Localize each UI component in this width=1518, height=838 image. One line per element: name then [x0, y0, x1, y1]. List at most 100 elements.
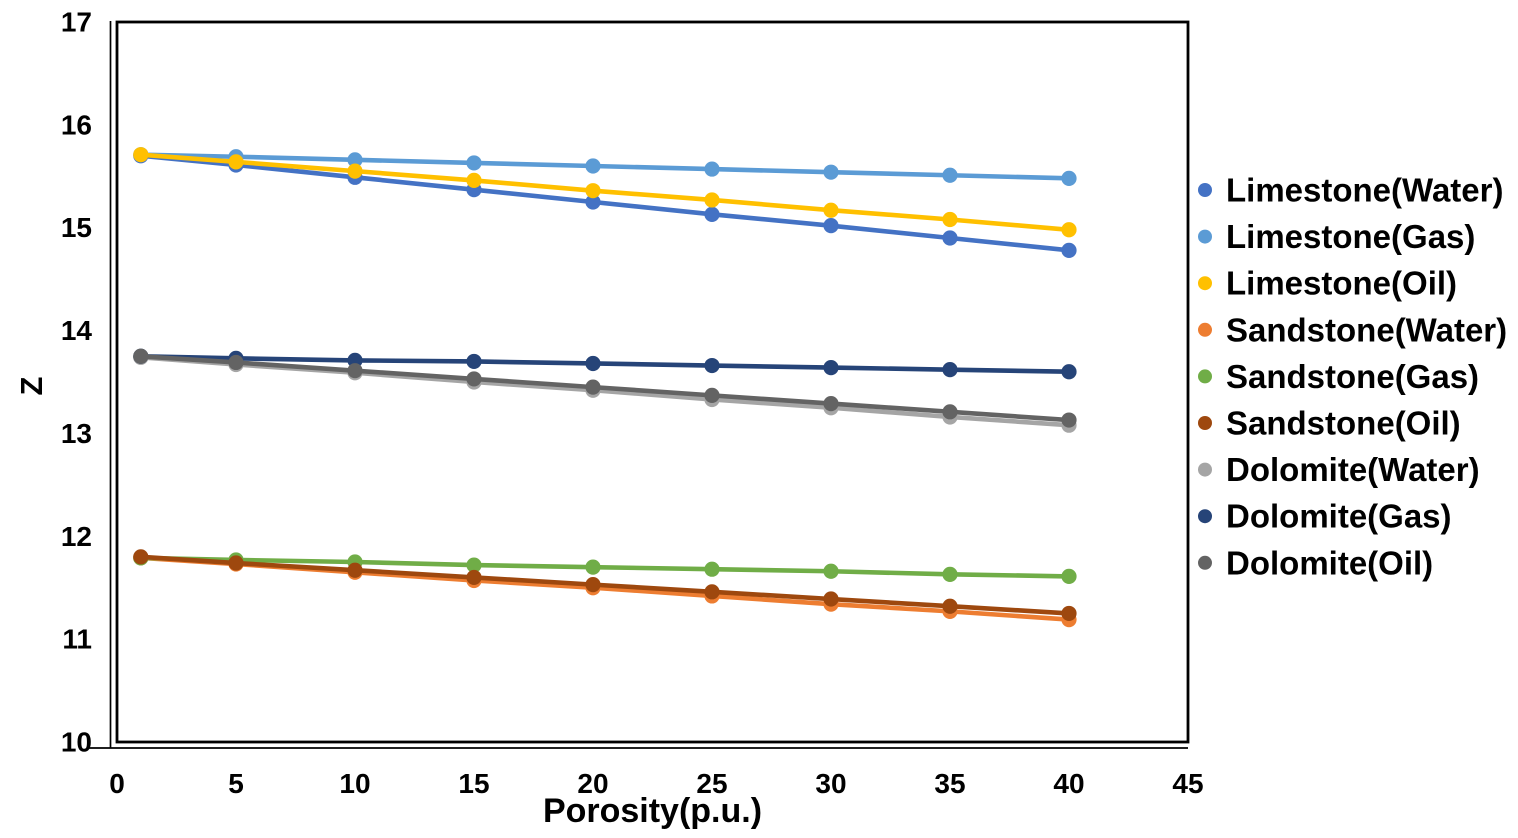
legend-item-dolomite-oil: Dolomite(Oil): [1198, 544, 1433, 581]
y-tick-label: 14: [61, 315, 93, 346]
data-point-limestone-oil: [466, 172, 482, 188]
data-point-dolomite-oil: [347, 363, 363, 379]
data-point-sandstone-oil: [1061, 605, 1077, 622]
y-tick-label: 12: [61, 521, 92, 552]
y-axis-title: Z: [14, 376, 49, 396]
legend-item-dolomite-water: Dolomite(Water): [1198, 451, 1480, 488]
x-tick-label: 40: [1053, 768, 1084, 799]
data-point-limestone-water: [704, 206, 720, 222]
data-point-dolomite-oil: [585, 379, 601, 395]
data-point-sandstone-gas: [704, 561, 720, 577]
data-point-dolomite-gas: [823, 360, 839, 376]
legend-label-limestone-water: Limestone(Water): [1226, 172, 1503, 209]
data-point-sandstone-gas: [466, 557, 482, 573]
data-point-sandstone-gas: [823, 563, 839, 579]
series-dolomite-oil: [133, 348, 1077, 428]
y-tick-label: 17: [61, 7, 92, 38]
x-tick-label: 0: [109, 768, 125, 799]
data-point-limestone-gas: [466, 155, 482, 171]
series-line-limestone-water: [138, 153, 1072, 253]
legend-label-dolomite-water: Dolomite(Water): [1226, 451, 1480, 488]
data-point-limestone-gas: [823, 164, 839, 180]
data-point-sandstone-gas: [1061, 568, 1077, 585]
y-axis-tick-labels: 10 11 12 13 14 15 16 17: [61, 7, 93, 758]
x-tick-label: 5: [228, 768, 244, 799]
legend-label-limestone-oil: Limestone(Oil): [1226, 265, 1457, 302]
data-point-dolomite-oil: [942, 404, 958, 420]
x-tick-label: 10: [339, 768, 370, 799]
data-point-limestone-oil: [133, 147, 149, 163]
data-point-limestone-water: [1061, 242, 1077, 258]
legend: Limestone(Water) Limestone(Gas) Limestone(…: [1198, 172, 1507, 581]
x-tick-label: 30: [815, 768, 846, 799]
data-point-sandstone-oil: [466, 569, 482, 586]
legend-marker-sandstone-water-icon: [1198, 322, 1212, 337]
legend-item-sandstone-gas: Sandstone(Gas): [1198, 358, 1479, 395]
data-point-dolomite-oil: [704, 387, 720, 403]
data-point-limestone-gas: [942, 167, 958, 183]
legend-label-dolomite-oil: Dolomite(Oil): [1226, 544, 1433, 581]
y-tick-label: 10: [61, 727, 92, 758]
data-point-sandstone-gas: [585, 559, 601, 575]
x-tick-label: 45: [1172, 768, 1203, 799]
data-point-sandstone-gas: [942, 566, 958, 582]
x-tick-label: 15: [458, 768, 489, 799]
legend-marker-dolomite-oil-icon: [1198, 555, 1212, 570]
data-point-sandstone-oil: [704, 584, 720, 600]
legend-label-sandstone-water: Sandstone(Water): [1226, 311, 1507, 348]
data-point-limestone-water: [823, 218, 839, 234]
legend-label-dolomite-gas: Dolomite(Gas): [1226, 498, 1452, 535]
y-tick-label: 16: [61, 109, 92, 140]
legend-label-sandstone-oil: Sandstone(Oil): [1226, 405, 1461, 442]
data-point-sandstone-oil: [942, 598, 958, 614]
data-point-dolomite-oil: [823, 396, 839, 412]
series-limestone-oil: [133, 147, 1077, 238]
data-point-limestone-oil: [347, 163, 363, 179]
data-point-limestone-water: [942, 230, 958, 246]
legend-label-limestone-gas: Limestone(Gas): [1226, 218, 1475, 255]
plot-frame: [89, 20, 1190, 749]
data-point-dolomite-oil: [228, 354, 244, 371]
data-point-limestone-oil: [823, 202, 839, 218]
legend-item-limestone-water: Limestone(Water): [1198, 172, 1503, 209]
data-point-limestone-oil: [942, 211, 958, 228]
data-point-sandstone-oil: [585, 577, 601, 593]
data-point-limestone-water: [585, 194, 601, 210]
data-point-dolomite-gas: [1061, 364, 1077, 380]
legend-marker-sandstone-gas-icon: [1198, 369, 1212, 384]
series-dolomite-gas: [133, 348, 1077, 380]
legend-marker-dolomite-water-icon: [1198, 462, 1212, 477]
data-point-dolomite-oil: [1061, 412, 1077, 428]
legend-marker-sandstone-oil-icon: [1198, 416, 1212, 430]
x-axis-title: Porosity(p.u.): [542, 792, 763, 830]
legend-marker-limestone-oil-icon: [1198, 276, 1212, 291]
legend-item-dolomite-gas: Dolomite(Gas): [1198, 498, 1452, 535]
data-point-dolomite-oil: [133, 348, 149, 364]
data-point-limestone-gas: [585, 158, 601, 174]
legend-item-sandstone-oil: Sandstone(Oil): [1198, 405, 1461, 442]
data-point-limestone-oil: [1061, 222, 1077, 238]
data-point-sandstone-oil: [133, 549, 149, 565]
legend-item-limestone-gas: Limestone(Gas): [1198, 218, 1475, 255]
data-point-sandstone-oil: [347, 562, 363, 578]
series-layer: [133, 147, 1077, 628]
data-point-limestone-gas: [347, 152, 363, 168]
x-axis-tick-labels: 0 5 10 15 20 25 30 35 40 45: [109, 768, 1203, 799]
data-point-sandstone-oil: [228, 555, 244, 571]
data-point-sandstone-oil: [823, 591, 839, 607]
legend-item-sandstone-water: Sandstone(Water): [1198, 311, 1507, 348]
series-sandstone-oil: [133, 549, 1077, 622]
legend-label-sandstone-gas: Sandstone(Gas): [1226, 358, 1479, 395]
data-point-limestone-oil: [228, 154, 244, 170]
data-point-dolomite-gas: [704, 357, 720, 374]
legend-marker-limestone-water-icon: [1198, 183, 1212, 197]
data-point-limestone-gas: [1061, 170, 1077, 186]
x-tick-label: 20: [577, 768, 608, 799]
data-point-limestone-oil: [704, 192, 720, 208]
legend-marker-limestone-gas-icon: [1198, 229, 1212, 244]
y-tick-label: 15: [61, 212, 92, 243]
x-tick-label: 25: [696, 768, 727, 799]
data-point-limestone-oil: [585, 183, 601, 199]
y-tick-label: 13: [61, 418, 92, 449]
